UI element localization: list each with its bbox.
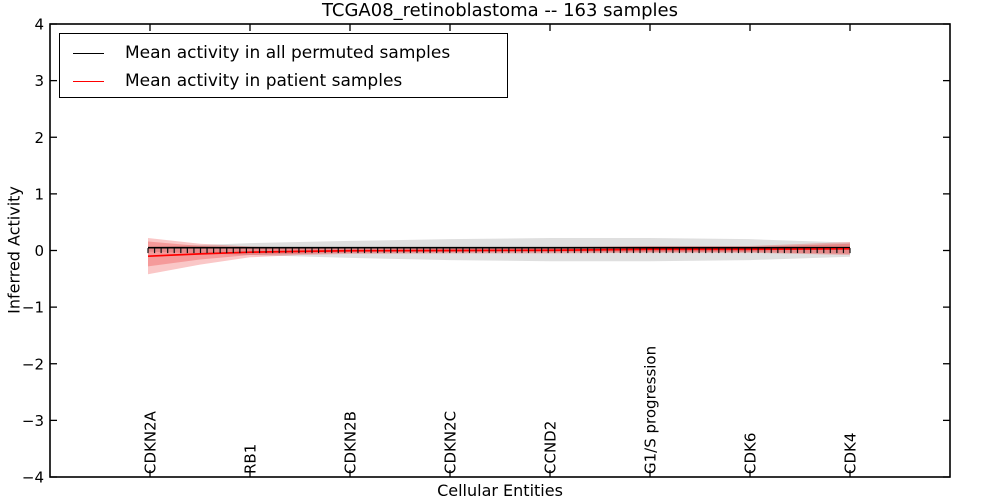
- y-tick-label: −4: [22, 469, 44, 487]
- legend: Mean activity in all permuted samples Me…: [59, 33, 508, 98]
- y-tick-label: 2: [34, 129, 44, 147]
- legend-line-red-icon: [73, 80, 104, 82]
- chart-title: TCGA08_retinoblastoma -- 163 samples: [321, 0, 679, 21]
- legend-label-permuted: Mean activity in all permuted samples: [125, 43, 451, 63]
- x-tick-label-cdk6: CDK6: [742, 433, 760, 474]
- x-axis-label: Cellular Entities: [437, 481, 563, 500]
- legend-line-black-icon: [73, 52, 104, 54]
- y-axis-label: Inferred Activity: [4, 186, 24, 314]
- y-tick-label: −2: [22, 355, 44, 373]
- y-tick-label: 3: [34, 72, 44, 90]
- y-tick-label: −3: [22, 412, 44, 430]
- legend-item-patient: Mean activity in patient samples: [60, 67, 507, 95]
- x-tick-label-cdkn2b: CDKN2B: [342, 411, 360, 474]
- x-tick-label-g1-s-progression: G1/S progression: [642, 346, 660, 474]
- y-tick-label: 4: [34, 16, 44, 34]
- x-tick-label-cdkn2a: CDKN2A: [142, 410, 160, 474]
- x-tick-label-cdkn2c: CDKN2C: [442, 411, 460, 474]
- y-tick-label: −1: [22, 299, 44, 317]
- x-tick-label-rb1: RB1: [242, 444, 260, 474]
- series-line-patient: [147, 247, 851, 258]
- legend-item-permuted: Mean activity in all permuted samples: [60, 39, 507, 67]
- legend-label-patient: Mean activity in patient samples: [125, 71, 403, 91]
- x-tick-label-ccnd2: CCND2: [542, 421, 560, 474]
- x-tick-label-cdk4: CDK4: [842, 433, 860, 474]
- y-tick-label: 1: [34, 185, 44, 203]
- y-tick-label: 0: [34, 242, 44, 260]
